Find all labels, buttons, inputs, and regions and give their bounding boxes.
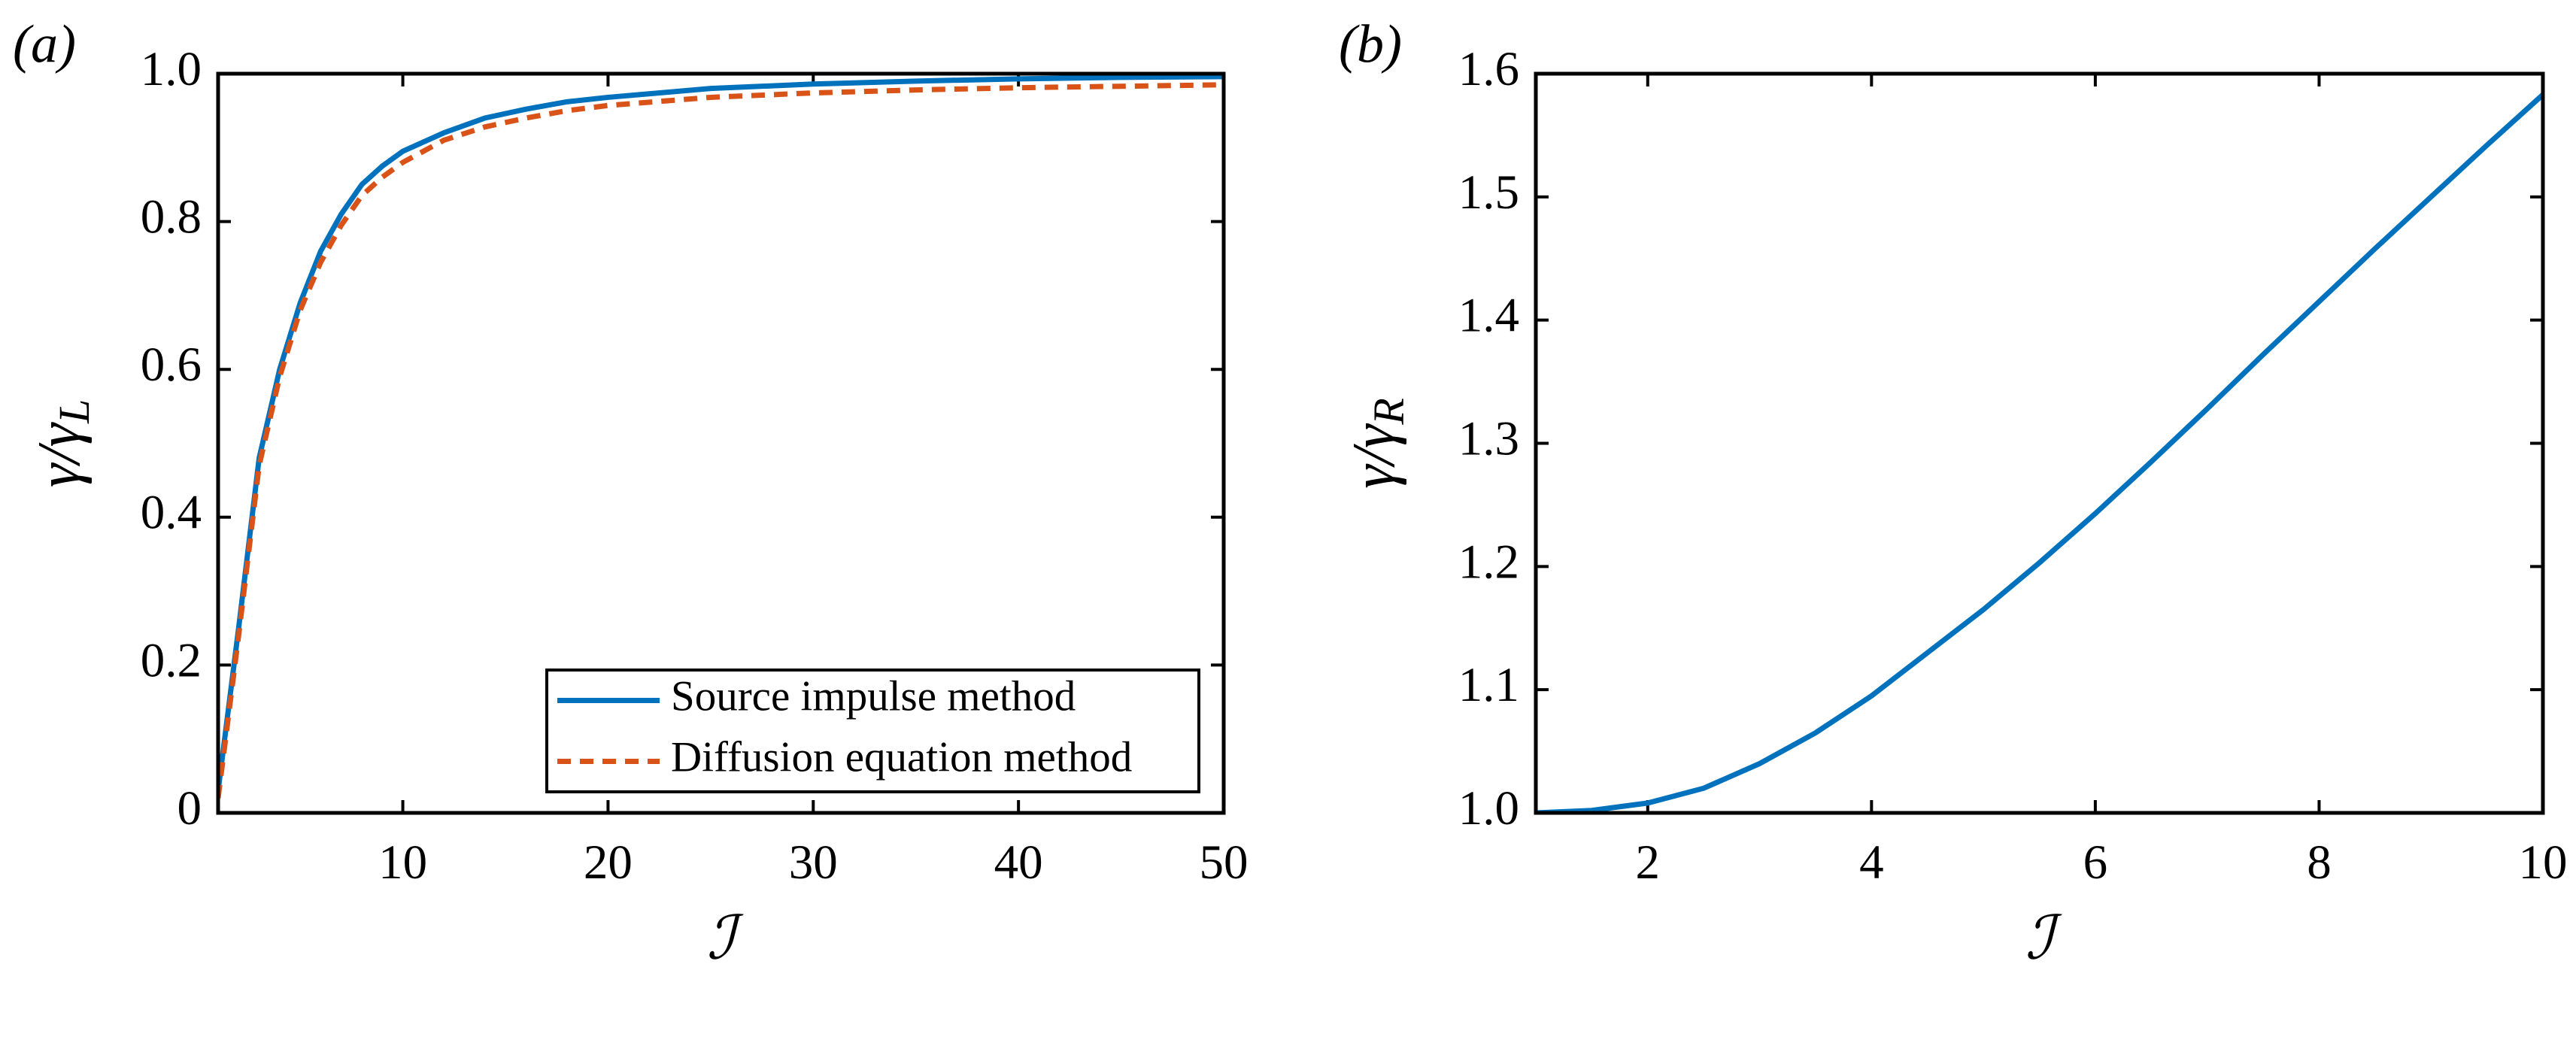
- y-axis-label-main: γ/γ: [1341, 423, 1407, 489]
- panel-label: (a): [13, 14, 76, 74]
- y-tick-label: 1.3: [1458, 411, 1519, 465]
- legend-label: Source impulse method: [671, 673, 1076, 720]
- y-tick-label: 1.4: [1458, 289, 1519, 343]
- y-tick-label: 0.2: [141, 633, 202, 687]
- x-tick-label: 50: [1200, 835, 1249, 890]
- y-axis-label: γ/γR: [1341, 398, 1413, 489]
- panel-label: (b): [1339, 14, 1402, 74]
- x-axis-label: ℐ: [2025, 905, 2063, 972]
- y-tick-label: 1.1: [1458, 658, 1519, 712]
- y-tick-label: 1.6: [1458, 42, 1519, 96]
- x-tick-label: 20: [584, 835, 633, 890]
- y-tick-label: 1.0: [1458, 781, 1519, 835]
- y-tick-label: 0.6: [141, 338, 202, 392]
- x-tick-label: 30: [789, 835, 838, 890]
- x-tick-label: 2: [1636, 835, 1661, 890]
- y-tick-label: 0.8: [141, 190, 202, 244]
- x-tick-label: 4: [1859, 835, 1884, 890]
- x-tick-label: 6: [2083, 835, 2108, 890]
- plot-frame: [216, 71, 1226, 815]
- y-axis-label-main: γ/γ: [26, 422, 93, 488]
- x-tick-label: 10: [2519, 835, 2568, 890]
- series-line: [218, 82, 1224, 799]
- x-axis-label: ℐ: [707, 905, 745, 972]
- legend-label: Diffusion equation method: [671, 734, 1132, 781]
- x-tick-label: 40: [994, 835, 1043, 890]
- y-axis-label: γ/γL: [26, 399, 99, 488]
- plot-frame: [1534, 71, 2545, 815]
- y-axis-label-sub: L: [50, 399, 99, 424]
- x-tick-label: 8: [2307, 835, 2332, 890]
- y-tick-label: 0.4: [141, 486, 202, 540]
- y-axis-label-sub: R: [1364, 398, 1413, 425]
- y-tick-label: 1.2: [1458, 535, 1519, 589]
- y-tick-label: 0: [177, 781, 202, 835]
- y-tick-label: 1.5: [1458, 165, 1519, 220]
- y-tick-label: 1.0: [141, 42, 202, 96]
- legend-box: [545, 669, 1200, 793]
- x-tick-label: 10: [378, 835, 427, 890]
- series-line: [1536, 92, 2543, 813]
